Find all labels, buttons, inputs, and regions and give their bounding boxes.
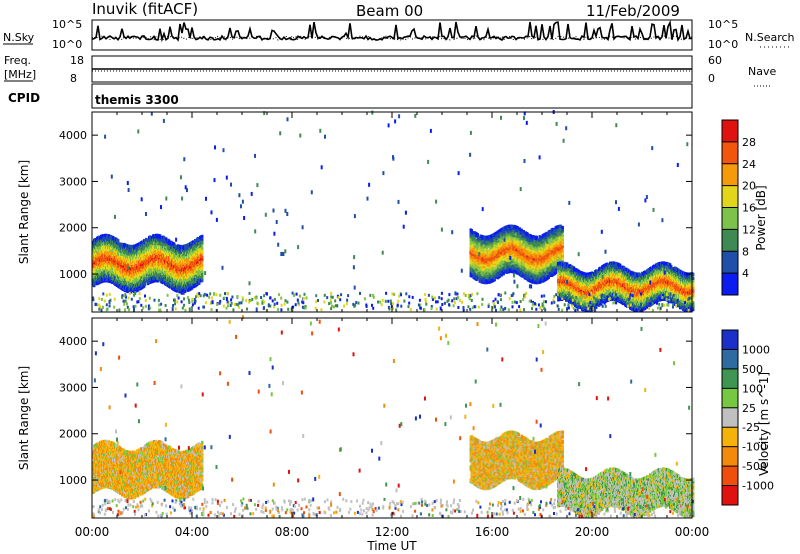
cpid-value: themis 3300 xyxy=(95,93,179,107)
data-cell xyxy=(132,268,135,272)
nsearch-label: N.Search xyxy=(745,31,795,44)
data-cell xyxy=(142,241,145,245)
nave-tick-top: 60 xyxy=(708,54,722,67)
freq-panel: Freq. [MHz] 18 8 60 0 Nave xyxy=(4,54,776,87)
data-cell xyxy=(154,265,157,269)
nsky-trace xyxy=(91,19,692,43)
data-cell xyxy=(112,235,115,240)
nsky-tick-bottom: 10^0 xyxy=(52,38,82,51)
cpid-frame xyxy=(91,83,693,109)
date-title: 11/Feb/2009 xyxy=(586,2,680,20)
data-cell xyxy=(201,246,204,250)
nsky-panel: N.Sky 10^5 10^0 10^5 10^0 N.Search xyxy=(3,18,795,51)
data-cell xyxy=(131,244,134,249)
cpid-panel: CPID themis 3300 xyxy=(8,83,693,109)
data-cell xyxy=(113,274,116,278)
data-cell xyxy=(116,273,119,277)
data-cell xyxy=(201,234,204,238)
freq-tick-bottom: 8 xyxy=(70,72,77,85)
data-cell xyxy=(123,262,126,266)
freq-unit: [MHz] xyxy=(4,68,36,81)
beam-title: Beam 00 xyxy=(356,2,423,20)
data-cell xyxy=(111,266,114,270)
data-cell xyxy=(476,233,479,237)
nsearch-tick-top: 10^5 xyxy=(708,18,738,31)
nsky-label: N.Sky xyxy=(3,31,35,44)
data-cell xyxy=(149,235,152,239)
data-cell xyxy=(110,235,113,239)
data-cell xyxy=(113,267,116,271)
nsky-frame xyxy=(91,19,693,51)
data-cell xyxy=(97,238,100,242)
data-cell xyxy=(201,263,204,267)
cpid-label: CPID xyxy=(8,91,40,105)
station-title: Inuvik (fitACF) xyxy=(92,0,198,18)
data-cell xyxy=(117,239,120,243)
nave-label: Nave xyxy=(748,65,776,78)
freq-tick-top: 18 xyxy=(70,54,84,67)
data-cell xyxy=(93,267,96,271)
power-data-cells xyxy=(92,110,695,312)
data-cell xyxy=(130,287,133,291)
data-cell xyxy=(125,263,128,267)
data-cell xyxy=(123,270,126,274)
data-cell xyxy=(143,244,146,248)
nsearch-tick-bottom: 10^0 xyxy=(708,38,738,51)
data-cell xyxy=(114,269,117,273)
data-cell xyxy=(102,234,105,238)
nave-tick-bottom: 0 xyxy=(708,72,715,85)
data-cell xyxy=(99,267,102,271)
data-cell xyxy=(158,270,161,274)
data-cell xyxy=(144,239,147,243)
data-cell xyxy=(94,282,97,286)
data-cell xyxy=(201,255,204,259)
data-cell xyxy=(110,258,113,262)
freq-label: Freq. xyxy=(4,54,31,67)
data-cell xyxy=(134,252,137,256)
nsky-tick-top: 10^5 xyxy=(52,18,82,31)
data-cell xyxy=(95,259,98,263)
data-cell xyxy=(110,246,113,250)
